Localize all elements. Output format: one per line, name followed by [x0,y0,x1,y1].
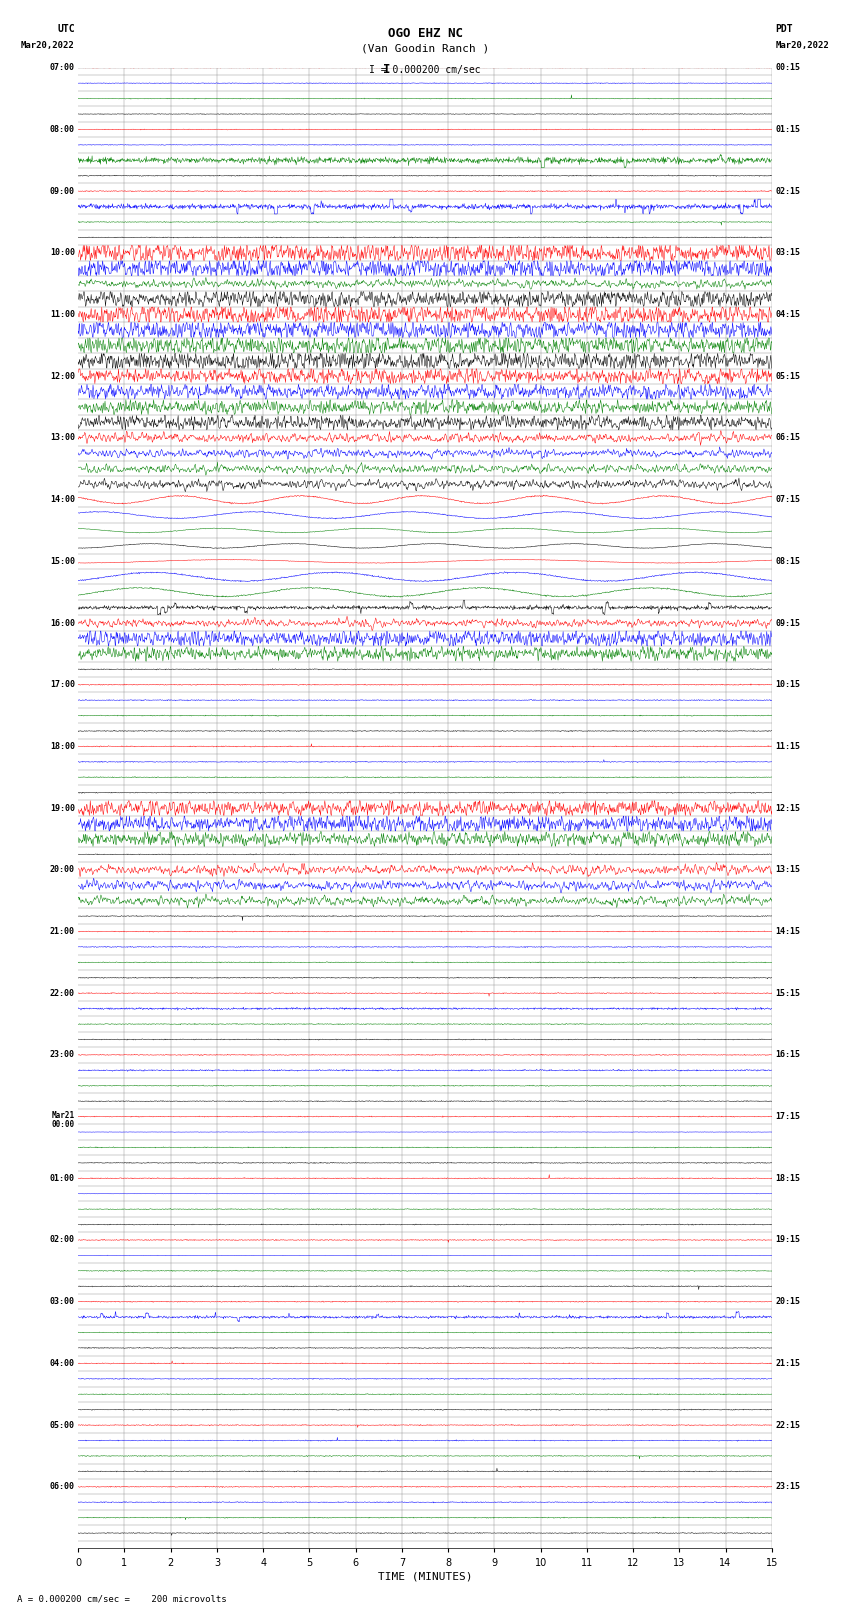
Text: 08:15: 08:15 [775,556,800,566]
Text: 14:00: 14:00 [50,495,75,505]
Text: 05:15: 05:15 [775,371,800,381]
Text: 08:00: 08:00 [50,124,75,134]
Text: 11:00: 11:00 [50,310,75,319]
Text: 15:15: 15:15 [775,989,800,998]
Text: 14:15: 14:15 [775,927,800,936]
Text: (Van Goodin Ranch ): (Van Goodin Ranch ) [361,44,489,53]
Text: 18:15: 18:15 [775,1174,800,1182]
Text: PDT: PDT [775,24,793,34]
Text: 13:15: 13:15 [775,865,800,874]
Text: 22:15: 22:15 [775,1421,800,1429]
Text: 17:00: 17:00 [50,681,75,689]
Text: 16:15: 16:15 [775,1050,800,1060]
Text: 12:15: 12:15 [775,803,800,813]
Text: 07:15: 07:15 [775,495,800,505]
Text: 01:00: 01:00 [50,1174,75,1182]
Text: 19:15: 19:15 [775,1236,800,1245]
Text: 03:15: 03:15 [775,248,800,258]
Text: 09:15: 09:15 [775,618,800,627]
Text: 00:00: 00:00 [52,1119,75,1129]
Text: OGO EHZ NC: OGO EHZ NC [388,27,462,40]
Text: 11:15: 11:15 [775,742,800,752]
Text: 15:00: 15:00 [50,556,75,566]
Text: 04:00: 04:00 [50,1358,75,1368]
Text: 17:15: 17:15 [775,1111,800,1121]
X-axis label: TIME (MINUTES): TIME (MINUTES) [377,1571,473,1582]
Text: 06:00: 06:00 [50,1482,75,1492]
Text: 02:00: 02:00 [50,1236,75,1245]
Text: 21:00: 21:00 [50,927,75,936]
Text: 12:00: 12:00 [50,371,75,381]
Text: 19:00: 19:00 [50,803,75,813]
Text: 02:15: 02:15 [775,187,800,195]
Text: 01:15: 01:15 [775,124,800,134]
Text: 22:00: 22:00 [50,989,75,998]
Text: 13:00: 13:00 [50,434,75,442]
Text: UTC: UTC [57,24,75,34]
Text: 05:00: 05:00 [50,1421,75,1429]
Text: 06:15: 06:15 [775,434,800,442]
Text: A = 0.000200 cm/sec =    200 microvolts: A = 0.000200 cm/sec = 200 microvolts [17,1594,227,1603]
Text: 20:00: 20:00 [50,865,75,874]
Text: 16:00: 16:00 [50,618,75,627]
Text: 21:15: 21:15 [775,1358,800,1368]
Text: I = 0.000200 cm/sec: I = 0.000200 cm/sec [369,65,481,74]
Text: I: I [383,63,390,76]
Text: 10:15: 10:15 [775,681,800,689]
Text: 09:00: 09:00 [50,187,75,195]
Text: Mar20,2022: Mar20,2022 [21,40,75,50]
Text: 18:00: 18:00 [50,742,75,752]
Text: 10:00: 10:00 [50,248,75,258]
Text: 20:15: 20:15 [775,1297,800,1307]
Text: Mar21: Mar21 [52,1111,75,1119]
Text: 23:15: 23:15 [775,1482,800,1492]
Text: 07:00: 07:00 [50,63,75,73]
Text: 04:15: 04:15 [775,310,800,319]
Text: 03:00: 03:00 [50,1297,75,1307]
Text: Mar20,2022: Mar20,2022 [775,40,829,50]
Text: 23:00: 23:00 [50,1050,75,1060]
Text: 00:15: 00:15 [775,63,800,73]
